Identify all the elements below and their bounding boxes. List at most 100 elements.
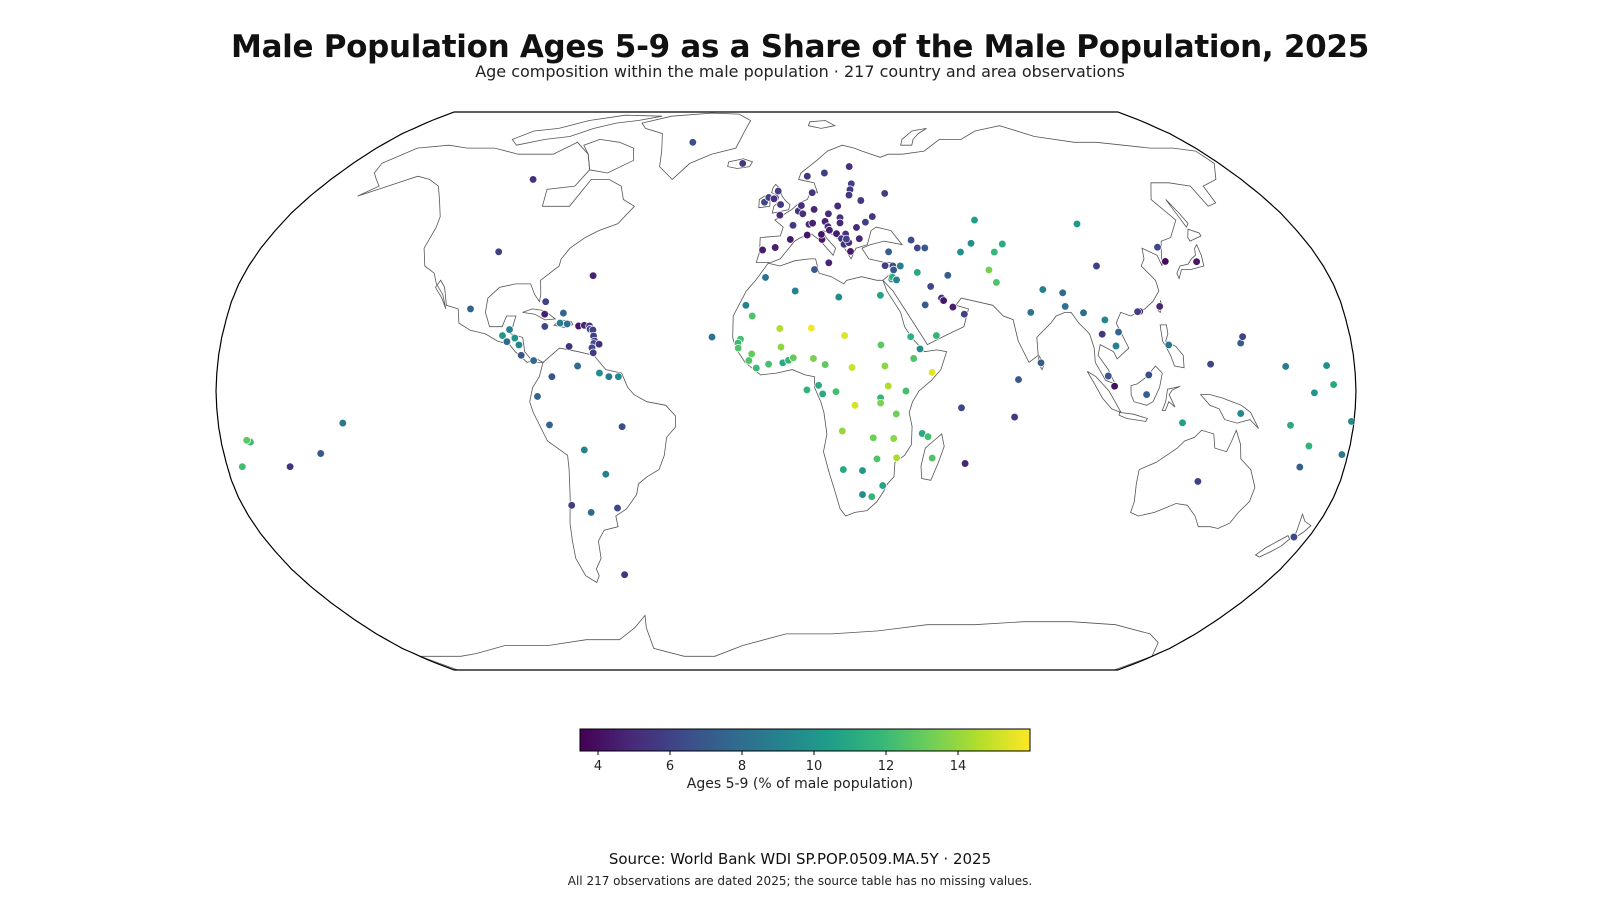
data-point — [928, 453, 937, 463]
data-point — [850, 401, 860, 410]
data-point — [589, 348, 598, 357]
land-baffin-island — [583, 138, 635, 174]
data-point — [833, 201, 842, 211]
data-point — [906, 235, 916, 245]
data-point — [1079, 308, 1088, 317]
data-point — [880, 261, 890, 270]
data-point — [316, 449, 325, 458]
data-point — [528, 175, 538, 184]
data-point — [876, 291, 885, 300]
data-point — [588, 271, 598, 280]
data-point — [913, 268, 922, 277]
data-point — [1014, 375, 1023, 384]
data-point — [567, 501, 576, 510]
data-point — [840, 331, 849, 340]
data-point — [1110, 382, 1119, 391]
land-arctic-archipelago — [511, 114, 663, 146]
data-point — [821, 360, 830, 369]
data-point — [338, 418, 347, 428]
data-point — [824, 209, 833, 218]
data-point — [844, 190, 854, 200]
data-point — [741, 301, 751, 310]
data-point — [839, 465, 848, 474]
data-point — [810, 265, 819, 274]
colorbar-tick-label: 14 — [950, 759, 967, 774]
data-point — [932, 331, 941, 340]
data-point — [1038, 285, 1047, 294]
data-point — [533, 392, 542, 401]
data-point — [880, 189, 889, 198]
data-point — [858, 466, 867, 475]
data-point — [1329, 380, 1338, 389]
data-point — [889, 434, 898, 443]
footnote: All 217 observations are dated 2025; the… — [567, 874, 1033, 888]
data-point — [514, 340, 524, 350]
data-point — [738, 159, 747, 168]
data-point — [820, 168, 829, 178]
colorbar-label: Ages 5-9 (% of male population) — [686, 776, 914, 792]
data-point — [594, 340, 604, 349]
data-point — [923, 432, 933, 441]
data-point — [617, 422, 627, 431]
data-point — [1153, 243, 1162, 252]
data-points — [238, 138, 1356, 579]
data-point — [920, 243, 929, 253]
data-point — [798, 209, 807, 218]
data-point — [1061, 302, 1070, 311]
data-point — [884, 247, 893, 256]
data-point — [884, 381, 893, 391]
data-point — [1304, 441, 1314, 451]
colorbar: 4 6 8 10 12 14 — [579, 728, 1031, 774]
data-point — [601, 470, 610, 479]
data-point — [1072, 219, 1082, 229]
data-point — [1104, 371, 1113, 381]
data-point — [807, 323, 816, 333]
data-point — [921, 300, 930, 310]
data-point — [834, 292, 843, 302]
data-point — [858, 490, 867, 499]
land-novaya-zemlya — [900, 128, 927, 146]
data-point — [764, 360, 773, 369]
data-point — [876, 398, 885, 408]
data-point — [786, 235, 795, 244]
data-point — [707, 332, 717, 342]
data-point — [1142, 390, 1151, 399]
data-point — [818, 389, 827, 399]
data-point — [1133, 307, 1142, 316]
land-japan — [1176, 243, 1205, 280]
data-point — [541, 297, 550, 306]
data-point — [1114, 327, 1123, 337]
data-point — [825, 226, 834, 235]
data-point — [817, 230, 826, 239]
data-point — [867, 492, 876, 501]
data-point — [510, 333, 519, 343]
data-point — [285, 462, 295, 471]
data-point — [1178, 418, 1187, 427]
data-point — [861, 218, 870, 227]
land-greenland — [641, 112, 752, 180]
data-point — [555, 318, 565, 328]
data-point — [842, 234, 851, 244]
data-point — [948, 302, 958, 312]
land-new-zealand-south — [1254, 535, 1291, 558]
land-new-guinea — [1199, 394, 1259, 429]
data-point — [966, 239, 976, 248]
data-point — [587, 508, 596, 517]
data-point — [1161, 257, 1170, 266]
data-point — [688, 138, 697, 147]
data-point — [734, 343, 743, 353]
data-point — [856, 196, 865, 205]
land-africa — [732, 258, 948, 517]
data-point — [744, 356, 753, 365]
data-point — [775, 211, 785, 220]
data-point — [1100, 315, 1110, 325]
data-point — [498, 331, 507, 340]
data-point — [758, 245, 767, 255]
colorbar-gradient — [579, 728, 1031, 752]
data-point — [1322, 361, 1331, 370]
data-point — [896, 261, 905, 271]
data-point — [838, 426, 847, 436]
data-point — [613, 503, 622, 513]
data-point — [892, 453, 901, 462]
land-cuba — [522, 308, 557, 321]
